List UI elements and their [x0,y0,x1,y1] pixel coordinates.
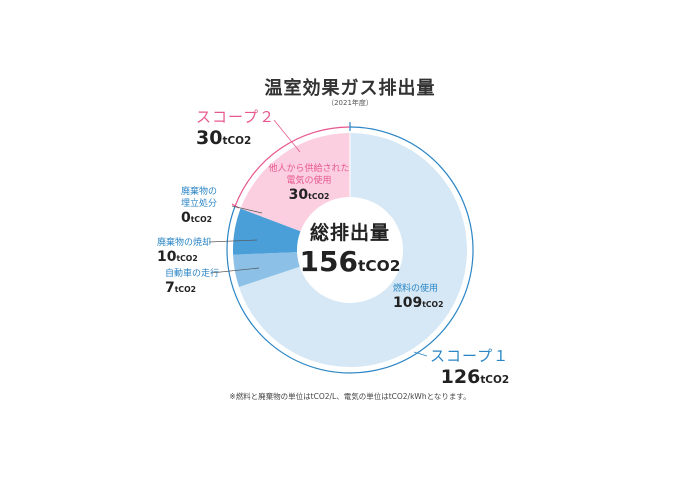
incineration-leader [208,239,258,243]
segment-car [233,252,300,287]
scope2-label: スコープ２ 30tCO2 [196,106,275,149]
segment-waste-incineration [233,208,301,255]
scope2-value: 30tCO2 [196,127,252,149]
segment-electricity [240,133,350,232]
chart-title: 温室効果ガス排出量 [264,78,436,99]
scope1-ring [226,126,474,374]
footnote: ※燃料と廃棄物の単位はtCO2/L、電気の単位はtCO2/kWhとなります。 [229,392,471,401]
scope1-value: 126tCO2 [440,366,510,388]
car-label: 自動車の走行 7tCO2 [165,269,220,296]
scope2-ring [234,126,351,207]
car-leader [210,267,260,274]
landfill-label: 廃棄物の 埋立処分 0tCO2 [181,187,218,226]
segment-fuel [239,133,467,367]
landfill-leader [231,205,263,214]
electricity-label: 他人から供給された 電気の使用 30tCO2 [268,164,350,203]
incineration-label: 廃棄物の焼却 10tCO2 [157,238,212,265]
fuel-label: 燃料の使用 109tCO2 [393,284,444,311]
chart-subtitle: （2021年度） [327,99,373,107]
scope2-leader [273,119,301,153]
scope1-label: スコープ１ 126tCO2 [430,345,509,388]
scope1-title: スコープ１ [430,347,510,365]
scope1-leader [413,351,428,357]
scope2-title: スコープ２ [196,108,276,126]
total-label: 総排出量 156tCO2 [299,222,401,278]
